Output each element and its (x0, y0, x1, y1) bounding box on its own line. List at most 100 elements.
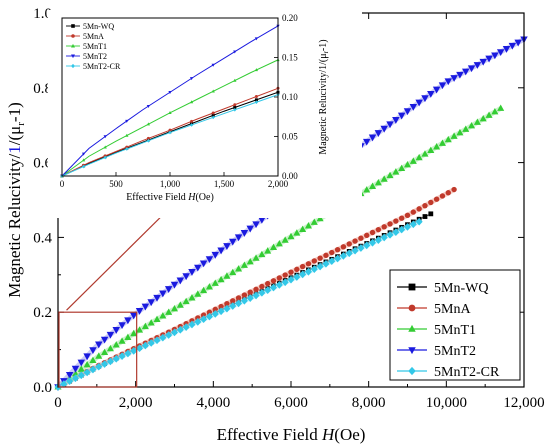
data-point (188, 294, 196, 301)
inset-legend-marker (71, 54, 75, 59)
data-point (428, 211, 434, 217)
data-point (189, 123, 194, 127)
x-tick-label: 2,000 (119, 395, 153, 411)
data-point (159, 312, 167, 319)
data-point (421, 150, 429, 157)
data-point (258, 289, 266, 297)
data-point (444, 135, 452, 143)
data-point (106, 331, 115, 339)
data-point (190, 119, 194, 123)
data-point (125, 145, 129, 149)
data-point (188, 269, 196, 276)
y-tick-label: 0.6 (33, 156, 52, 172)
legend-marker (408, 347, 416, 355)
data-point (141, 341, 149, 350)
legend-marker (408, 283, 416, 291)
inset-legend-label: 5MnA (83, 32, 104, 41)
data-point (235, 265, 243, 272)
data-point (240, 296, 248, 305)
data-point (422, 214, 428, 219)
data-point (340, 244, 347, 250)
data-point (83, 368, 91, 377)
data-point (393, 218, 399, 224)
data-point (259, 283, 265, 290)
data-point (380, 175, 388, 182)
main-x-axis: 0 2,000 4,000 6,000 8,000 10,000 12,000 (54, 13, 545, 411)
data-point (409, 103, 418, 111)
data-point (374, 178, 382, 186)
data-point (270, 278, 277, 284)
data-point (375, 226, 382, 233)
data-point (369, 238, 377, 247)
data-point (146, 138, 151, 143)
data-point (362, 138, 371, 146)
legend-label: 5MnT1 (434, 323, 476, 338)
data-point (194, 264, 202, 272)
data-point (89, 365, 97, 374)
data-point (329, 249, 335, 256)
data-point (246, 257, 254, 265)
data-point (103, 135, 107, 139)
data-point (433, 196, 440, 202)
main-legend: 5Mn-WQ 5MnA 5MnT1 5MnT2 5MnT2-CR (389, 269, 521, 381)
data-point (240, 230, 249, 237)
data-point (364, 232, 370, 239)
data-point (217, 247, 225, 255)
data-point (125, 119, 129, 123)
data-point (106, 344, 114, 352)
data-point (71, 365, 80, 373)
data-point (230, 298, 236, 304)
data-point (205, 283, 213, 290)
data-point (130, 347, 138, 355)
data-point (103, 145, 107, 149)
data-point (218, 303, 224, 310)
data-point (233, 107, 237, 112)
data-point (103, 155, 107, 160)
data-point (252, 221, 260, 229)
data-point (125, 133, 129, 137)
inset-y-tick-label: 0.20 (282, 13, 298, 23)
y-tick-label: 0.2 (33, 305, 52, 321)
data-point (345, 249, 353, 258)
main-x-axis-label: Effective Field H(Oe) (217, 425, 366, 444)
x-tick-label: 10,000 (426, 395, 467, 411)
x-tick-label: 12,000 (503, 395, 544, 411)
data-point (275, 239, 283, 247)
data-point (380, 233, 388, 242)
data-point (83, 361, 91, 368)
data-point (410, 209, 417, 215)
inset-legend-label: 5MnT2-CR (83, 62, 121, 71)
data-point (168, 128, 172, 132)
data-point (369, 229, 376, 236)
data-point (147, 319, 155, 326)
data-point (270, 283, 278, 292)
data-point (392, 228, 400, 237)
data-point (211, 310, 219, 318)
data-point (497, 104, 505, 111)
data-point (168, 111, 172, 114)
data-point (479, 114, 487, 122)
data-point (189, 77, 194, 81)
data-point (258, 217, 266, 224)
data-point (118, 337, 126, 344)
data-point (217, 275, 225, 283)
main-plot-series (54, 36, 528, 392)
data-point (170, 304, 179, 312)
data-point (176, 325, 184, 334)
data-point (450, 132, 458, 139)
data-point (276, 275, 283, 281)
data-point (346, 241, 352, 247)
data-point (368, 134, 377, 142)
data-point (168, 91, 172, 95)
data-point (444, 78, 453, 86)
data-point (403, 161, 412, 168)
data-point (403, 223, 412, 231)
y-tick-label: 0.4 (33, 230, 52, 246)
data-point (77, 359, 86, 367)
data-point (211, 279, 219, 286)
data-point (199, 260, 208, 268)
data-point (235, 295, 242, 301)
data-point (311, 258, 317, 264)
inset-legend-label: 5MnT2 (83, 52, 107, 61)
data-point (129, 312, 138, 320)
